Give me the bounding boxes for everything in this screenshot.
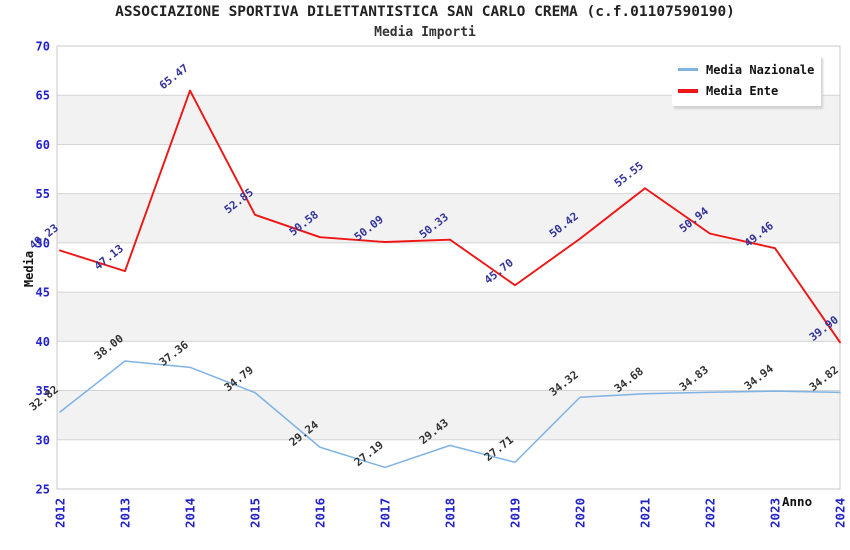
x-tick-label: 2024 xyxy=(833,498,848,528)
x-tick-label: 2012 xyxy=(53,498,68,528)
y-tick-label: 65 xyxy=(36,89,50,103)
series-line-media-nazionale xyxy=(59,360,841,469)
y-tick-label: 35 xyxy=(36,384,50,398)
page-title: ASSOCIAZIONE SPORTIVA DILETTANTISTICA SA… xyxy=(115,4,735,20)
data-label-media-nazionale: 34.79 xyxy=(222,364,256,395)
x-axis-title: Anno xyxy=(782,494,813,509)
data-label-media-ente: 55.55 xyxy=(612,159,646,190)
y-tick-label: 40 xyxy=(36,335,50,349)
y-tick-label: 70 xyxy=(36,40,50,54)
legend-label: Media Nazionale xyxy=(706,62,815,77)
line-swatch-icon xyxy=(678,88,698,93)
x-tick-label: 2013 xyxy=(118,498,133,528)
series-line-media-ente xyxy=(59,89,841,344)
y-axis-title: Media xyxy=(22,250,36,288)
grid-band xyxy=(57,292,840,342)
x-tick-label: 2016 xyxy=(313,498,328,528)
data-label-media-ente: 65.47 xyxy=(157,62,191,93)
x-tick-label: 2019 xyxy=(508,498,523,528)
data-label-media-nazionale: 34.83 xyxy=(677,363,711,394)
legend: Media Nazionale Media Ente xyxy=(672,55,822,106)
x-tick-label: 2014 xyxy=(183,498,198,528)
data-label-media-ente: 47.13 xyxy=(92,242,126,273)
data-label-media-nazionale: 27.19 xyxy=(352,438,386,469)
data-label-media-nazionale: 34.82 xyxy=(807,363,841,394)
x-tick-label: 2023 xyxy=(768,498,783,528)
line-swatch-icon xyxy=(678,68,698,71)
x-tick-label: 2017 xyxy=(378,498,393,528)
x-tick-label: 2021 xyxy=(638,498,653,528)
y-tick-label: 60 xyxy=(36,138,50,152)
y-tick-label: 30 xyxy=(36,433,50,447)
grid-band xyxy=(57,193,840,243)
x-tick-label: 2015 xyxy=(248,498,263,528)
x-tick-label: 2018 xyxy=(443,498,458,528)
data-label-media-nazionale: 37.36 xyxy=(157,338,191,369)
x-tick-label: 2020 xyxy=(573,498,588,528)
plot-border xyxy=(56,45,841,490)
legend-item-media-ente: Media Ente xyxy=(678,80,814,101)
x-tick-label: 2022 xyxy=(703,498,718,528)
y-tick-label: 45 xyxy=(36,286,50,300)
y-tick-label: 55 xyxy=(36,187,50,201)
grid-band xyxy=(57,390,840,440)
legend-item-media-nazionale: Media Nazionale xyxy=(678,59,814,80)
y-tick-label: 50 xyxy=(36,236,50,250)
data-label-media-nazionale: 34.94 xyxy=(742,362,776,393)
legend-label: Media Ente xyxy=(706,83,779,98)
y-tick-label: 25 xyxy=(36,483,50,497)
page-subtitle: Media Importi xyxy=(374,25,476,40)
